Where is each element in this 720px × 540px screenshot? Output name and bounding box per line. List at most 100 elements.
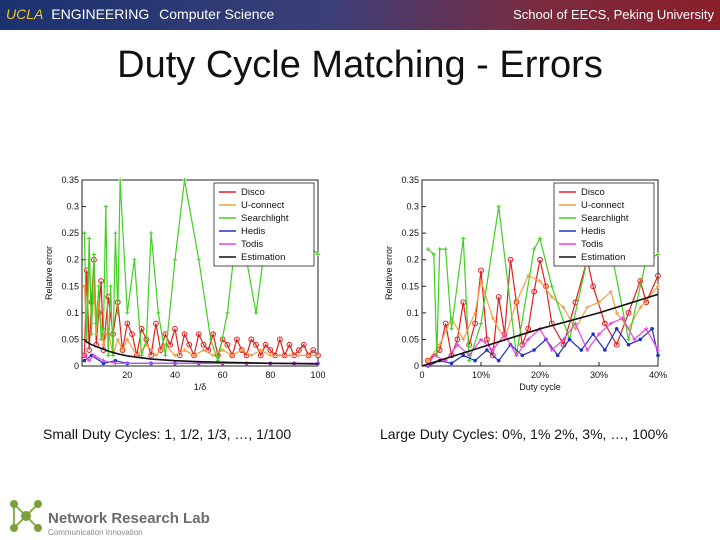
series-line [83, 338, 319, 365]
data-point [425, 358, 430, 363]
x-axis-label: 1/δ [194, 382, 207, 392]
data-point [573, 326, 578, 331]
data-point [276, 336, 283, 343]
header-bar: UCLA ENGINEERING Computer Science School… [0, 0, 720, 30]
data-point [153, 353, 158, 358]
data-point [163, 353, 168, 358]
data-point [603, 348, 607, 352]
data-point [650, 327, 654, 331]
data-point [101, 358, 106, 363]
engineering-label: ENGINEERING [51, 6, 150, 22]
data-point [254, 310, 259, 315]
data-point [591, 332, 595, 336]
legend-label-todis: Todis [581, 239, 603, 250]
y-tick-label: 0.2 [66, 255, 79, 265]
data-point [590, 283, 597, 290]
data-point [579, 348, 584, 352]
data-point [148, 352, 155, 359]
data-point [549, 348, 554, 353]
data-point [287, 353, 292, 358]
x-tick-label: 40 [170, 370, 180, 380]
data-point [101, 326, 106, 331]
data-point [467, 353, 472, 358]
data-point [87, 358, 92, 363]
data-point [152, 320, 159, 327]
data-point [496, 204, 501, 209]
data-point [192, 353, 197, 358]
data-point [472, 320, 478, 327]
data-point [144, 337, 149, 342]
legend-label-estimation: Estimation [581, 252, 625, 263]
data-point [461, 236, 466, 241]
data-point [316, 353, 320, 358]
data-point [479, 278, 483, 283]
data-point [449, 361, 454, 366]
data-point [489, 352, 496, 359]
data-point [310, 347, 317, 353]
data-point [656, 348, 660, 353]
data-point [101, 342, 106, 347]
data-point [94, 332, 99, 337]
series-line [421, 293, 659, 367]
data-point [220, 348, 225, 353]
data-point [115, 310, 120, 315]
y-tick-label: 0.05 [401, 334, 419, 344]
data-point [532, 348, 536, 352]
legend: Disco U-connect Searchlight Hedis Todis Estim… [213, 182, 315, 267]
data-point [525, 325, 532, 332]
data-point [490, 316, 495, 321]
caption-left: Small Duty Cycles: 1, 1/2, 1/3, …, 1/100 [43, 426, 292, 442]
legend-label-estimation: Estimation [241, 252, 285, 263]
series-estimation [83, 338, 319, 365]
lab-tagline: Communication Innovation [48, 528, 143, 537]
data-point [225, 310, 230, 315]
data-point [484, 336, 490, 343]
legend-label-searchlight: Searchlight [581, 213, 629, 224]
legend: Disco U-connect Searchlight Hedis Todis Estim… [553, 182, 655, 267]
data-point [455, 342, 460, 347]
data-point [149, 231, 154, 236]
x-tick-label: 100 [310, 370, 325, 380]
data-point [466, 341, 473, 348]
left-chart: 0 0.05 0.1 0.15 0.2 0.25 0.3 0.35 20 40 60 80 100 1/δ… [44, 175, 326, 392]
series-line [427, 259, 659, 362]
data-point [549, 294, 554, 299]
data-point [115, 337, 120, 342]
x-tick-label: 40% [649, 370, 667, 380]
data-point [526, 337, 531, 342]
y-tick-label: 0.2 [406, 255, 419, 265]
data-point [614, 327, 619, 331]
data-point [597, 300, 601, 305]
network-lab-logo-icon [10, 500, 42, 532]
data-point [461, 337, 466, 342]
x-tick-label: 30% [590, 370, 608, 380]
data-point [91, 353, 96, 358]
data-point [94, 321, 99, 326]
data-point [537, 256, 543, 263]
data-point [238, 347, 245, 353]
y-tick-label: 0 [74, 361, 79, 371]
ucla-label: UCLA [6, 6, 44, 22]
data-point [626, 342, 631, 347]
data-point [473, 310, 478, 315]
data-point [125, 337, 130, 342]
caption-right: Large Duty Cycles: 0%, 1% 2%, 3%, …, 100… [380, 426, 668, 442]
data-point [103, 204, 108, 209]
data-point [82, 353, 87, 358]
data-point [425, 247, 430, 252]
x-tick-label: 80 [265, 370, 275, 380]
data-point [125, 310, 130, 315]
data-point [196, 257, 201, 262]
data-point [211, 353, 216, 358]
legend-label-todis: Todis [241, 239, 263, 250]
data-point [461, 353, 466, 358]
data-point [139, 353, 144, 358]
y-tick-label: 0.1 [406, 308, 419, 318]
data-point [632, 337, 637, 342]
y-tick-label: 0.25 [61, 228, 79, 238]
data-point [442, 320, 449, 327]
data-point [597, 332, 601, 337]
data-point [91, 252, 96, 257]
data-point [479, 321, 483, 326]
data-point [585, 348, 590, 353]
